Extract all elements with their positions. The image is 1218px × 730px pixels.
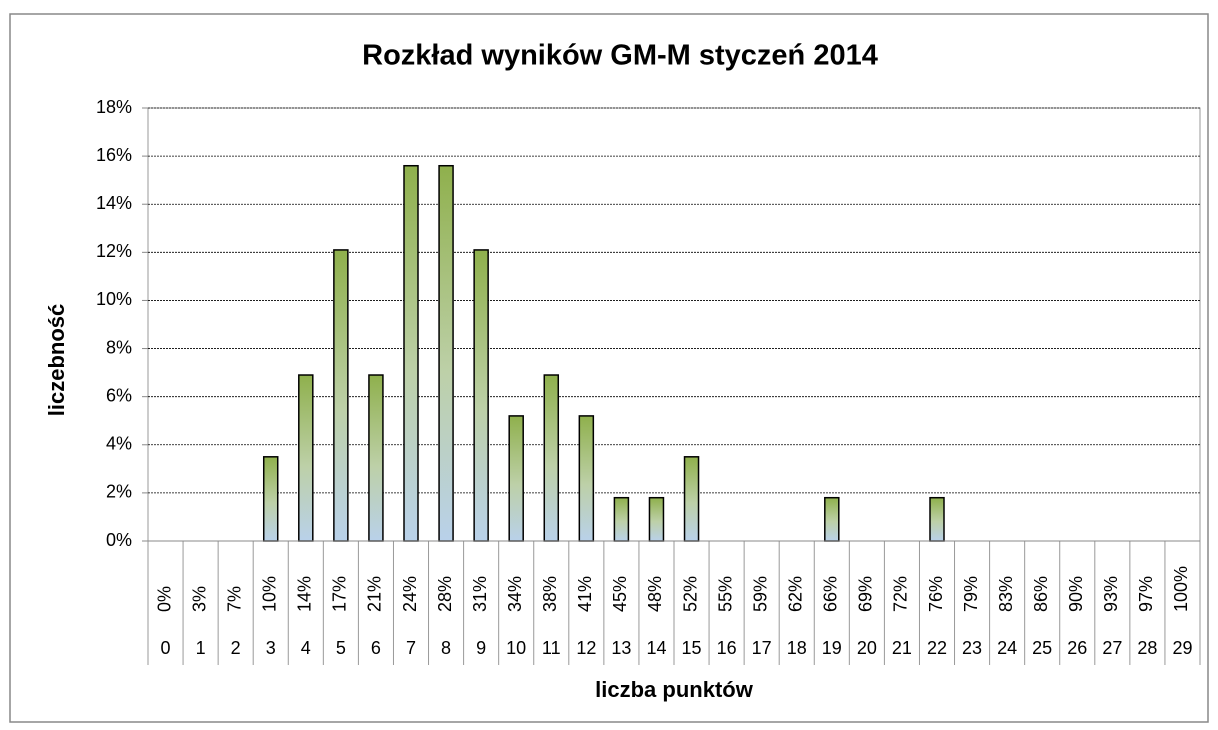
bar <box>683 456 700 542</box>
x-tick-label: 21 <box>892 638 912 658</box>
bar <box>262 456 279 542</box>
x-tick-sublabel: 72% <box>891 576 911 612</box>
x-tick-label: 10 <box>506 638 526 658</box>
x-tick-sublabel: 28% <box>435 576 455 612</box>
bar <box>578 415 595 542</box>
y-tick-label: 12% <box>96 241 132 261</box>
y-tick-label: 14% <box>96 193 132 213</box>
x-tick-label: 17 <box>752 638 772 658</box>
x-tick-sublabel: 52% <box>680 576 700 612</box>
x-tick-label: 9 <box>476 638 486 658</box>
x-tick-label: 29 <box>1172 638 1192 658</box>
x-tick-sublabel: 83% <box>996 576 1016 612</box>
x-tick-label: 3 <box>266 638 276 658</box>
bar <box>438 164 454 542</box>
y-tick-label: 6% <box>106 385 132 405</box>
x-tick-sublabel: 14% <box>295 576 315 612</box>
x-tick-label: 11 <box>542 638 561 658</box>
y-tick-label: 18% <box>96 97 132 117</box>
x-tick-sublabel: 79% <box>961 576 981 612</box>
x-tick-sublabel: 0% <box>154 586 174 612</box>
bar <box>929 496 945 542</box>
y-tick-label: 8% <box>106 337 132 357</box>
x-tick-sublabel: 24% <box>400 576 420 612</box>
x-tick-label: 1 <box>196 638 206 658</box>
y-tick-label: 4% <box>106 434 132 454</box>
bar <box>613 496 630 542</box>
x-tick-sublabel: 10% <box>259 576 279 612</box>
x-tick-sublabel: 97% <box>1136 576 1156 612</box>
x-tick-label: 2 <box>231 638 241 658</box>
x-tick-sublabel: 69% <box>856 576 876 612</box>
x-tick-label: 24 <box>997 638 1017 658</box>
x-tick-label: 16 <box>717 638 737 658</box>
x-tick-label: 23 <box>962 638 982 658</box>
chart-frame <box>9 13 1209 723</box>
x-tick-label: 6 <box>371 638 381 658</box>
x-tick-sublabel: 41% <box>575 576 595 612</box>
bar <box>824 496 840 542</box>
x-tick-sublabel: 38% <box>540 576 560 612</box>
x-tick-sublabel: 76% <box>926 576 946 612</box>
y-tick-label: 16% <box>96 145 132 165</box>
x-tick-sublabel: 93% <box>1101 576 1121 612</box>
bar <box>368 374 384 542</box>
chart-title: Rozkład wyników GM-M styczeń 2014 <box>362 40 878 72</box>
x-tick-label: 4 <box>301 638 311 658</box>
x-tick-label: 28 <box>1137 638 1157 658</box>
x-tick-sublabel: 31% <box>470 576 490 612</box>
y-tick-label: 10% <box>96 289 132 309</box>
x-tick-sublabel: 55% <box>715 576 735 612</box>
x-tick-label: 20 <box>857 638 877 658</box>
x-tick-label: 27 <box>1102 638 1122 658</box>
x-axis-title: liczba punktów <box>595 677 754 702</box>
x-tick-label: 15 <box>682 638 702 658</box>
bar <box>333 249 349 542</box>
x-tick-label: 8 <box>441 638 451 658</box>
x-tick-label: 25 <box>1032 638 1052 658</box>
bar <box>403 164 419 542</box>
x-tick-sublabel: 59% <box>750 576 770 612</box>
x-tick-label: 7 <box>406 638 416 658</box>
x-tick-sublabel: 17% <box>330 576 350 612</box>
bar <box>543 374 560 542</box>
bar <box>473 249 489 542</box>
x-tick-sublabel: 62% <box>785 576 805 612</box>
x-tick-sublabel: 45% <box>610 576 630 612</box>
x-tick-sublabel: 7% <box>224 586 244 612</box>
x-tick-label: 0 <box>161 638 171 658</box>
y-tick-label: 0% <box>106 530 132 550</box>
y-axis-title: liczebność <box>44 304 69 416</box>
x-tick-sublabel: 48% <box>645 576 665 612</box>
x-tick-sublabel: 21% <box>365 576 385 612</box>
x-tick-sublabel: 100% <box>1171 566 1191 612</box>
x-tick-sublabel: 86% <box>1031 576 1051 612</box>
x-tick-label: 22 <box>927 638 947 658</box>
bar <box>648 496 665 542</box>
x-tick-label: 19 <box>822 638 842 658</box>
x-tick-label: 14 <box>646 638 666 658</box>
x-tick-label: 18 <box>787 638 807 658</box>
x-tick-sublabel: 3% <box>189 586 209 612</box>
y-tick-label: 2% <box>106 482 132 502</box>
x-tick-label: 13 <box>611 638 631 658</box>
x-tick-sublabel: 34% <box>505 576 525 612</box>
x-tick-sublabel: 66% <box>821 576 841 612</box>
x-tick-label: 12 <box>576 638 596 658</box>
bar <box>508 415 524 542</box>
x-tick-sublabel: 90% <box>1066 576 1086 612</box>
bar <box>298 374 314 542</box>
x-tick-label: 5 <box>336 638 346 658</box>
x-tick-label: 26 <box>1067 638 1087 658</box>
